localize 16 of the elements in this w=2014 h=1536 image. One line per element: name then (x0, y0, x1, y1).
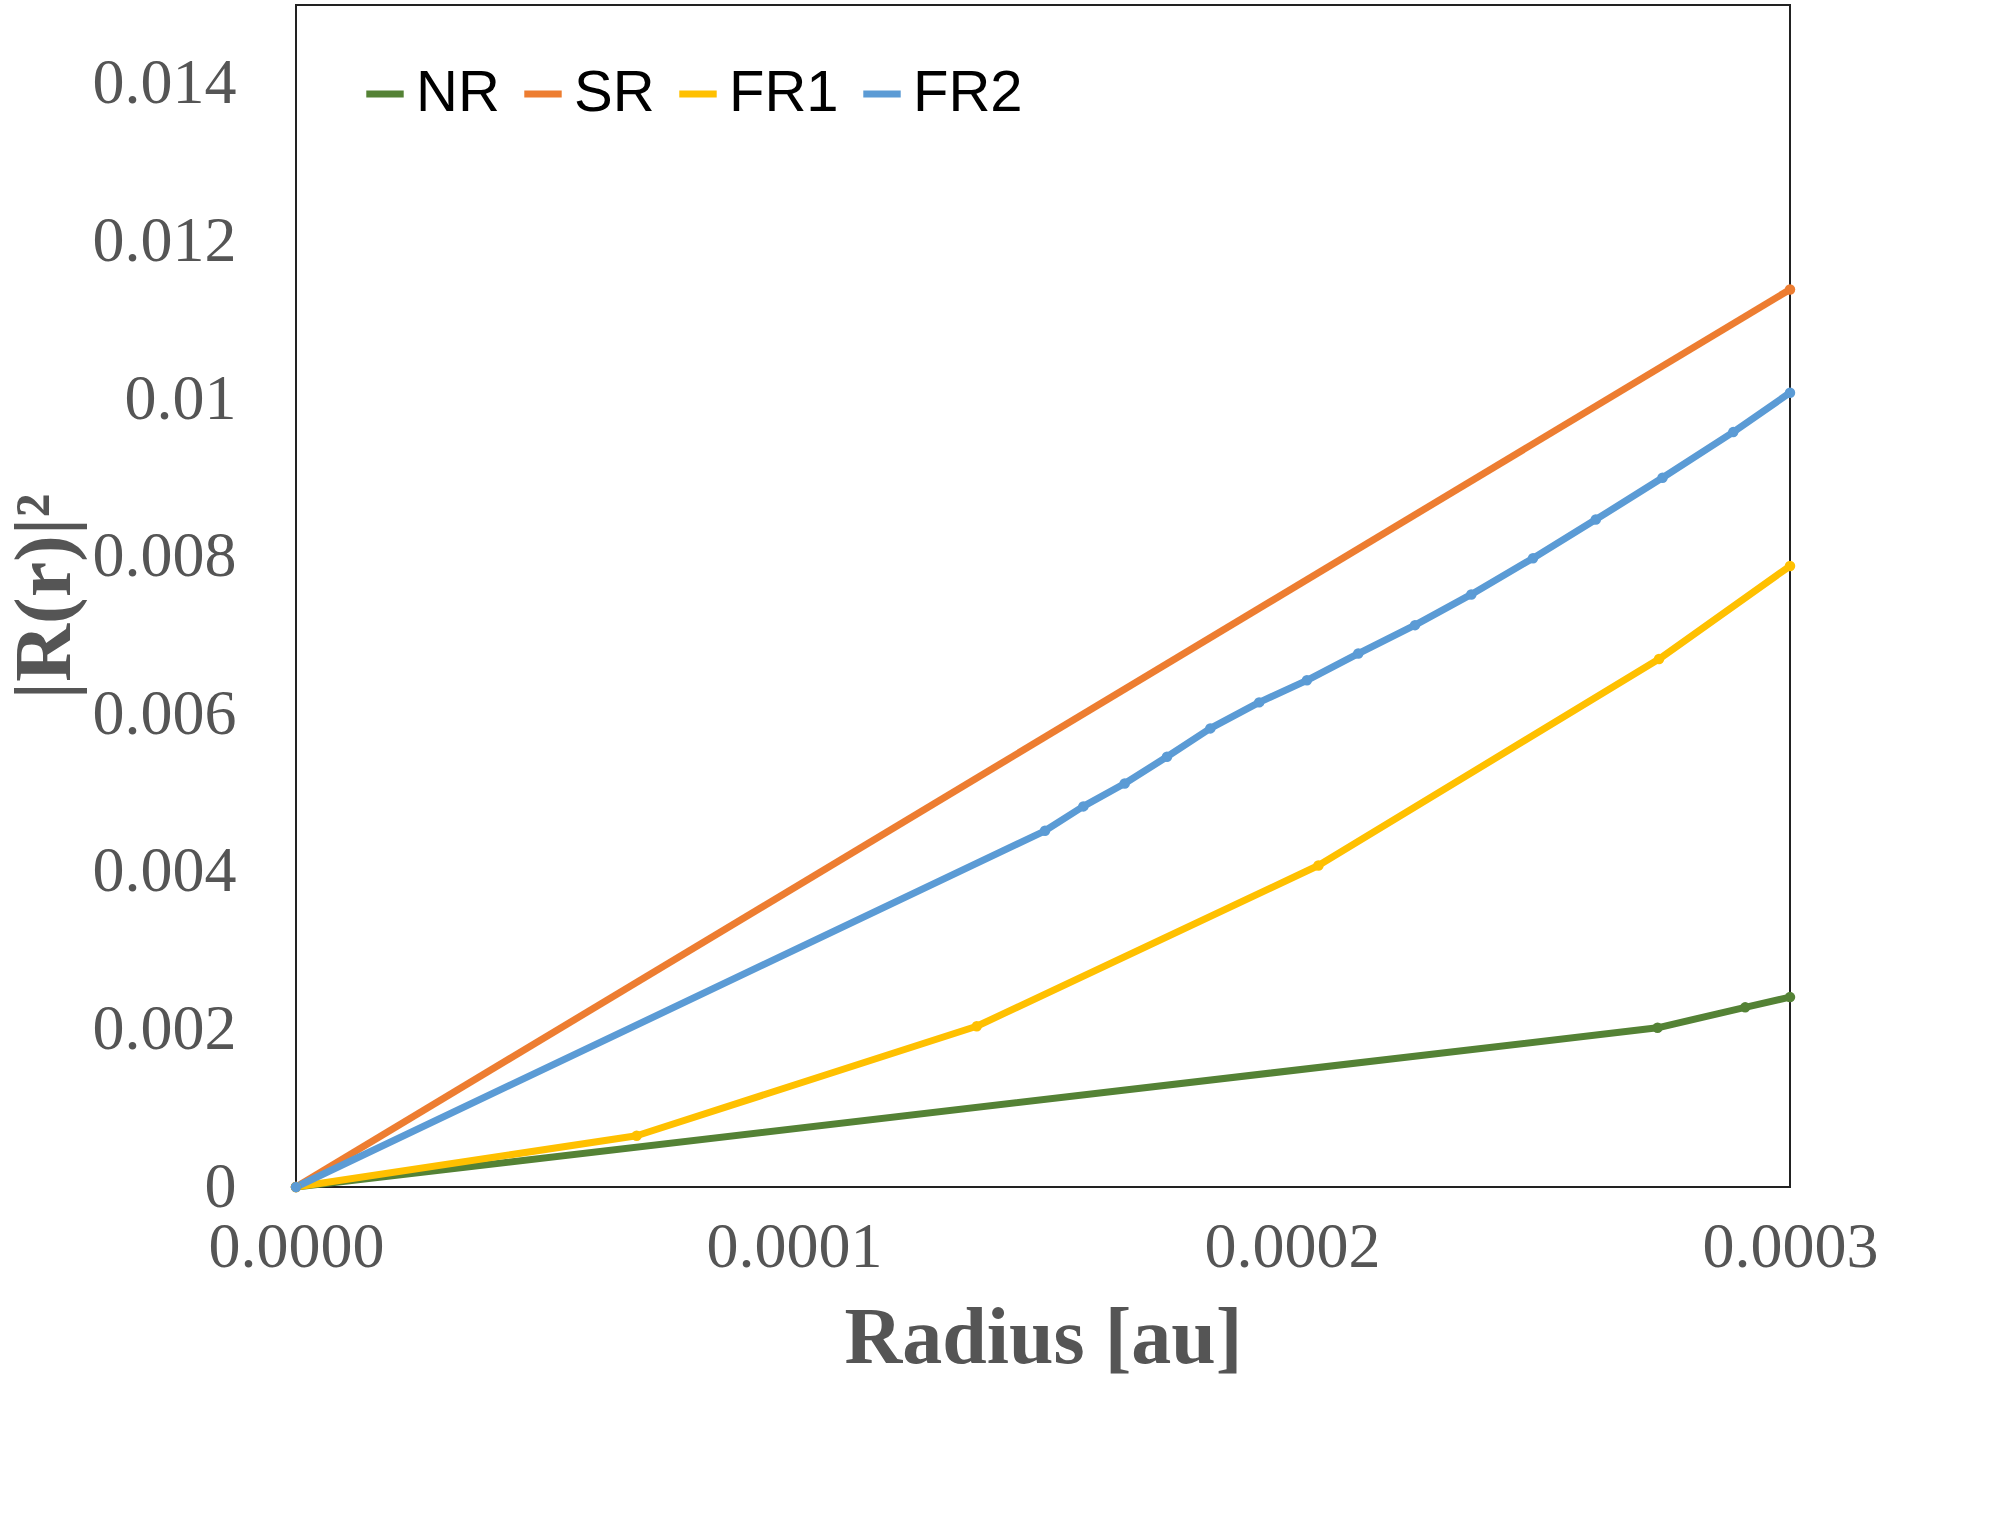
y-tick-label: 0.004 (92, 834, 237, 906)
x-tick-label: 0.0002 (1204, 1209, 1381, 1281)
x-axis-title: Radius [au] (844, 1291, 1243, 1380)
y-tick-label: 0.01 (124, 361, 237, 433)
y-tick-label: 0.002 (92, 991, 237, 1063)
legend-label: NR (416, 58, 500, 123)
legend-label: FR1 (729, 58, 839, 123)
x-tick-label: 0.0001 (706, 1209, 883, 1281)
y-tick-label: 0.008 (92, 519, 237, 591)
y-tick-label: 0.014 (92, 46, 237, 118)
x-tick-label: 0.0003 (1702, 1209, 1879, 1281)
legend-label: FR2 (913, 58, 1023, 123)
y-tick-label: 0.006 (92, 676, 237, 748)
y-tick-label: 0.012 (92, 203, 237, 275)
y-axis-title: |R(r)|² (0, 493, 88, 700)
legend-label: SR (574, 58, 655, 123)
